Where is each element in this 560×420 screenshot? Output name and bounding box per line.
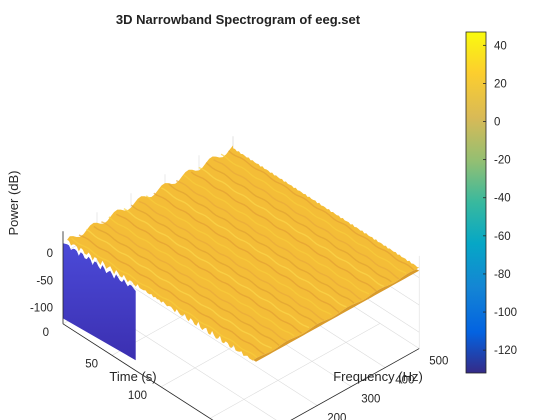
surface-ridge xyxy=(160,187,347,308)
surface-ridge xyxy=(130,204,318,325)
frequency-tick-label: 400 xyxy=(395,375,414,387)
colorbar-tick-label: -60 xyxy=(494,231,511,243)
power-tick-label: 0 xyxy=(47,248,53,260)
colorbar-tick-label: -120 xyxy=(494,345,517,357)
frequency-axis-line xyxy=(290,348,420,420)
colorbar-tick-label: 0 xyxy=(494,117,500,129)
colorbar-gradient xyxy=(465,31,487,374)
surface-ridge xyxy=(213,159,400,280)
surface-ridge xyxy=(190,171,377,292)
surface-ridge xyxy=(168,183,355,304)
z-axis-label: Power (dB) xyxy=(6,170,21,235)
time-tick-label: 50 xyxy=(85,358,98,370)
surface-ridge xyxy=(116,213,303,334)
frequency-tick-label: 500 xyxy=(429,356,448,368)
surface-ridge xyxy=(123,207,310,329)
surface-ridge xyxy=(183,174,370,295)
power-tick-label: -100 xyxy=(30,303,53,315)
surface-ridge xyxy=(71,237,258,358)
surface-ridge xyxy=(153,192,340,313)
time-tick-label: 0 xyxy=(43,327,49,339)
chart-title: 3D Narrowband Spectrogram of eeg.set xyxy=(116,12,361,27)
colorbar-tick-label: 40 xyxy=(494,40,507,52)
surface-ridge xyxy=(101,221,287,342)
surface-low-frequency-edge xyxy=(63,243,136,361)
frequency-tick-label: 300 xyxy=(361,394,380,406)
spectrogram-surface xyxy=(63,145,420,362)
surface-ridge xyxy=(138,200,325,321)
colorbar-tick-label: -20 xyxy=(494,155,511,167)
grid-line-time xyxy=(209,323,381,419)
y-axis-label: Frequency (Hz) xyxy=(333,369,423,384)
axes xyxy=(62,231,420,420)
power-tick-label: -50 xyxy=(36,275,53,287)
surface-ridge xyxy=(228,150,415,271)
frequency-tick-label: 200 xyxy=(327,413,346,420)
tick-labels: 05010015001002003004005000-50-100 xyxy=(30,248,448,420)
surface-ridge xyxy=(145,195,332,316)
surface-ridge xyxy=(86,228,273,349)
surface-ridge xyxy=(198,166,385,288)
surface-ridge xyxy=(78,234,265,355)
grid-line-frequency xyxy=(130,285,318,406)
surface-plateau xyxy=(67,145,420,361)
surface-ridge xyxy=(205,162,392,283)
colorbar-tick-label: -80 xyxy=(494,269,511,281)
colorbar-tick-label: -40 xyxy=(494,193,511,205)
time-axis-line xyxy=(62,323,214,420)
surface-ridge xyxy=(108,216,295,337)
time-tick-label: 100 xyxy=(128,390,147,402)
surface-ridge xyxy=(220,153,407,274)
colorbar-ticks: 40 20 0 -20 -40 -60 -80 -100 -120 xyxy=(483,40,517,357)
x-axis-label: Time (s) xyxy=(109,369,156,384)
surface-ridge xyxy=(93,225,280,347)
colorbar-tick-label: 20 xyxy=(494,78,507,90)
colorbar-tick-label: -100 xyxy=(494,307,517,319)
surface-front-edge xyxy=(253,269,420,362)
colorbar: 40 20 0 -20 -40 -60 -80 -100 -120 xyxy=(465,31,517,374)
surface-ridge xyxy=(175,179,362,301)
